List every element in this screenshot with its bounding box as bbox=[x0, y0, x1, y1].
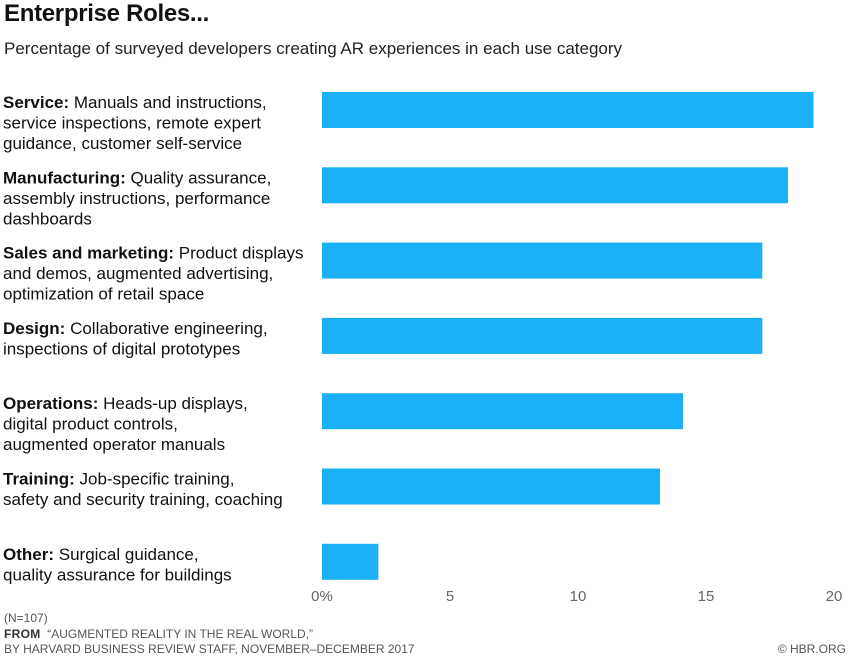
category-name-5: Training: bbox=[3, 470, 80, 489]
copyright-credit: © HBR.ORG bbox=[777, 642, 846, 656]
bar-5 bbox=[322, 468, 660, 505]
x-tick-label-4: 20 bbox=[826, 588, 843, 605]
sample-size-note: (N=107) bbox=[4, 611, 48, 625]
category-desc-1-1: assembly instructions, performance bbox=[3, 189, 270, 208]
x-tick-label-1: 5 bbox=[446, 588, 454, 605]
category-desc-2-1: and demos, augmented advertising, bbox=[3, 264, 273, 283]
chart-subtitle: Percentage of surveyed developers creati… bbox=[4, 39, 623, 58]
category-name-2: Sales and marketing: bbox=[3, 244, 179, 263]
bar-3 bbox=[322, 317, 763, 354]
category-desc-4-1: digital product controls, bbox=[3, 415, 178, 434]
category-desc-0-1: service inspections, remote expert bbox=[3, 114, 261, 133]
category-label-6: Other: Surgical guidance, quality assuran… bbox=[3, 545, 232, 585]
category-desc-6-0: Surgical guidance, bbox=[59, 545, 199, 564]
x-tick-label-3: 15 bbox=[698, 588, 715, 605]
category-label-3: Design: Collaborative engineering, inspec… bbox=[3, 319, 268, 359]
category-name-1: Manufacturing: bbox=[3, 168, 131, 187]
category-desc-0-0: Manuals and instructions, bbox=[74, 93, 267, 112]
bar-1 bbox=[322, 167, 788, 204]
category-desc-3-1: inspections of digital prototypes bbox=[3, 339, 240, 358]
category-desc-5-1: safety and security training, coaching bbox=[3, 490, 283, 509]
category-name-0: Service: bbox=[3, 93, 74, 112]
bar-chart: Service: Manuals and instructions, servic… bbox=[3, 92, 843, 605]
category-desc-1-2: dashboards bbox=[3, 209, 92, 228]
category-name-4: Operations: bbox=[3, 394, 103, 413]
category-desc-4-2: augmented operator manuals bbox=[3, 435, 225, 454]
category-label-2: Sales and marketing: Product displays and… bbox=[3, 244, 303, 304]
x-tick-label-0: 0% bbox=[311, 588, 333, 605]
source-from-label: FROM bbox=[4, 627, 41, 641]
bar-2 bbox=[322, 242, 763, 279]
bar-6 bbox=[322, 543, 379, 580]
category-desc-4-0: Heads-up displays, bbox=[103, 394, 248, 413]
category-label-1: Manufacturing: Quality assurance, assembl… bbox=[3, 168, 271, 228]
category-desc-5-0: Job-specific training, bbox=[80, 470, 235, 489]
category-desc-1-0: Quality assurance, bbox=[131, 168, 272, 187]
category-label-4: Operations: Heads-up displays, digital pr… bbox=[3, 394, 248, 454]
category-desc-6-1: quality assurance for buildings bbox=[3, 565, 232, 584]
category-desc-3-0: Collaborative engineering, bbox=[70, 319, 268, 338]
bar-0 bbox=[322, 92, 814, 128]
category-desc-0-2: guidance, customer self-service bbox=[3, 134, 242, 153]
source-title: “AUGMENTED REALITY IN THE REAL WORLD,” bbox=[47, 627, 314, 641]
source-line: FROM “AUGMENTED REALITY IN THE REAL WORL… bbox=[4, 627, 313, 641]
x-tick-label-2: 10 bbox=[570, 588, 587, 605]
chart-title: Enterprise Roles... bbox=[4, 0, 210, 27]
source-byline: BY HARVARD BUSINESS REVIEW STAFF, NOVEMB… bbox=[4, 642, 415, 656]
category-desc-2-0: Product displays bbox=[179, 244, 304, 263]
category-desc-2-2: optimization of retail space bbox=[3, 285, 204, 304]
category-name-6: Other: bbox=[3, 545, 59, 564]
category-label-0: Service: Manuals and instructions, servic… bbox=[3, 93, 267, 153]
category-name-3: Design: bbox=[3, 319, 70, 338]
category-label-5: Training: Job-specific training, safety a… bbox=[3, 470, 283, 510]
bar-4 bbox=[322, 393, 683, 430]
